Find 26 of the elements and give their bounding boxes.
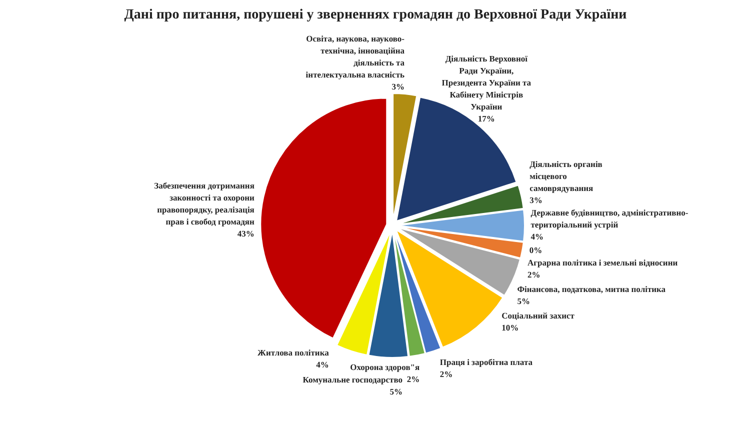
slice-label: Державне будівництво, адміністративно-територіальний устрій [530,208,688,230]
slice-label: Діяльність Верховної Ради України, Президента України та Кабінету Міністрів України [442,53,532,112]
data-label: 43% [237,228,254,239]
slice-label: Діяльність органів місцевого самоврядування [530,159,603,194]
slice-label: Забезпечення дотримання законності та охорони правопорядку, реалізація прав і свобод громадян [154,180,255,227]
slice-label: Праця і заробітна плата [440,357,534,368]
data-label: 10% [502,322,519,332]
slice-label: Освіта, наукова, науково-технічна, інноваційна діяльність та інтелектуальна власність [306,34,406,80]
data-label: 17% [478,113,495,124]
data-label: 4% [530,232,544,242]
data-label: 2% [528,270,540,280]
chart-title: Дані про питання, порушені у зверненнях громадян до Верховної Ради України [124,8,627,22]
data-label: 2% [440,369,453,380]
slice-label: Житлова політика [258,348,330,358]
data-label: 2% [406,374,420,384]
slice-label: Аграрна політика і земельні відносини [528,258,678,268]
slice-label: Комунальне господарство [302,374,402,384]
data-label: 4% [316,360,329,370]
data-label: 5% [517,296,530,306]
text: 0% [529,244,542,255]
slice-label: Фінансова, податкова, митна політика [517,284,666,294]
data-label: 3% [530,195,542,206]
data-label: 3% [392,82,404,92]
slice-label: Охорона здоров"я [350,362,420,372]
data-label: 5% [390,386,402,396]
slice-label: Соціальний захист [502,310,576,320]
